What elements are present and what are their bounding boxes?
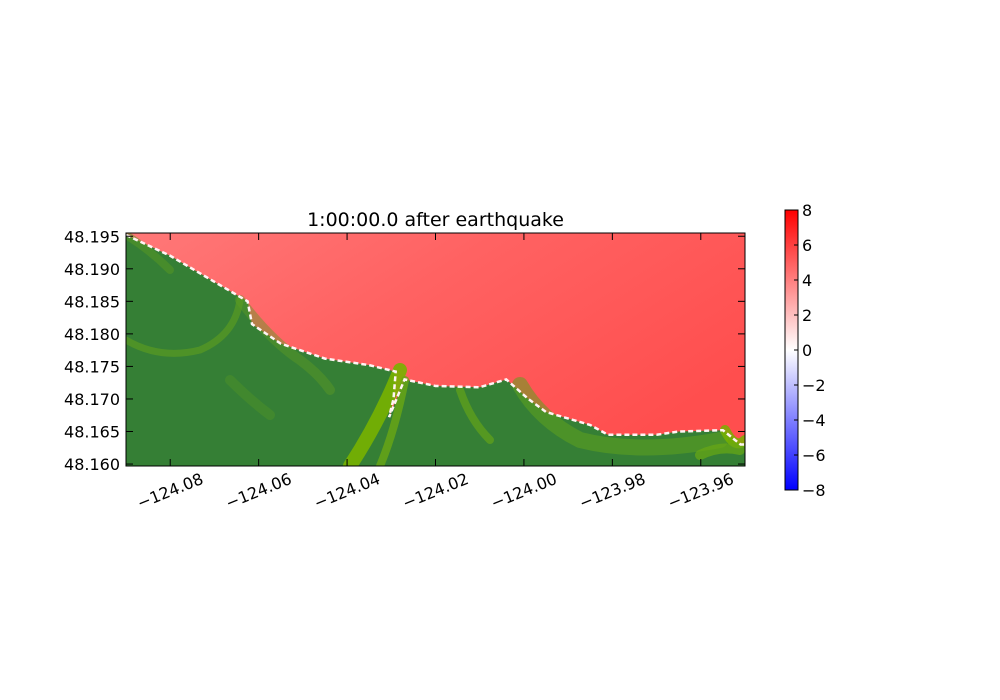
land-shade-5 [512,377,728,456]
colorbar-tick-label: 2 [802,306,812,325]
plot-area [126,233,745,466]
colorbar-tick-label: 4 [802,271,812,290]
colorbar-tick-label: −8 [802,481,826,500]
x-tick-label: −124.08 [134,469,205,513]
y-tick-label: 48.165 [64,423,120,442]
colorbar-tick-label: 0 [802,341,812,360]
x-tick-label: −123.96 [665,469,736,513]
x-tick-label: −124.06 [223,469,294,513]
colorbar-ticks: 8 6 4 2 0 −2 −4 −6 −8 [794,201,826,500]
y-tick-label: 48.175 [64,357,120,376]
land-area [126,234,745,466]
colorbar-tick-label: 8 [802,201,812,220]
land-shade-8 [695,443,745,460]
colorbar-tick-label: 6 [802,236,812,255]
land-shade-1 [235,295,335,395]
chart-title: 1:00:00.0 after earthquake [307,209,564,231]
land-shade-7 [720,425,745,449]
x-tick-label: −124.00 [488,469,559,513]
land-shade-0 [126,296,244,357]
y-tick-label: 48.170 [64,390,120,409]
y-tick-label: 48.160 [64,455,120,474]
colorbar-tick-label: −6 [802,446,826,465]
y-axis: 48.195 48.190 48.185 48.180 48.175 48.170 48.1… [64,227,745,474]
x-tick-label: −123.98 [577,469,648,513]
land-shade-4 [456,386,494,444]
colorbar: 8 6 4 2 0 −2 −4 −6 −8 [784,201,826,500]
y-tick-label: 48.190 [64,260,120,279]
colorbar-tick-label: −4 [802,411,826,430]
x-tick-label: −124.02 [400,469,471,513]
shoreline [126,233,745,446]
y-tick-label: 48.185 [64,292,120,311]
colorbar-tick-label: −2 [802,376,826,395]
land-shade-3 [376,376,409,466]
x-tick-label: −124.04 [311,469,382,513]
y-tick-label: 48.195 [64,227,120,246]
y-tick-label: 48.180 [64,325,120,344]
land-shade-6 [225,375,275,420]
